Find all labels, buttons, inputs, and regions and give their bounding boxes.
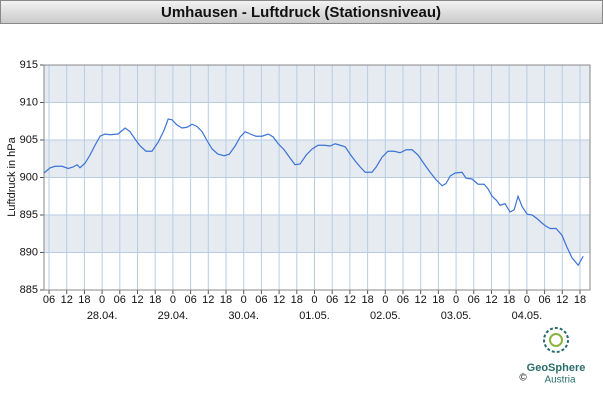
date-label: 04.05. bbox=[512, 310, 543, 322]
y-tick-label: 895 bbox=[20, 209, 38, 221]
y-axis-label: Luftdruck in hPa bbox=[6, 136, 18, 216]
x-tick-label: 06 bbox=[184, 294, 196, 306]
x-tick-label: 18 bbox=[503, 294, 515, 306]
x-tick-label: 06 bbox=[538, 294, 550, 306]
x-tick-label: 18 bbox=[361, 294, 373, 306]
date-label: 03.05. bbox=[441, 310, 472, 322]
date-label: 28.04. bbox=[87, 310, 118, 322]
x-tick-label: 0 bbox=[311, 294, 317, 306]
x-tick-label: 12 bbox=[61, 294, 73, 306]
x-tick-label: 18 bbox=[432, 294, 444, 306]
x-tick-label: 12 bbox=[415, 294, 427, 306]
x-tick-label: 0 bbox=[99, 294, 105, 306]
date-label: 01.05. bbox=[299, 310, 330, 322]
logo-icon bbox=[549, 333, 563, 347]
x-tick-label: 0 bbox=[382, 294, 388, 306]
chart-title: Umhausen - Luftdruck (Stationsniveau) bbox=[161, 4, 441, 21]
x-tick-label: 0 bbox=[524, 294, 530, 306]
x-tick-label: 12 bbox=[344, 294, 356, 306]
logo-name: GeoSphere bbox=[527, 362, 586, 374]
logo-sub: Austria bbox=[544, 375, 576, 386]
x-tick-label: 12 bbox=[202, 294, 214, 306]
y-tick-label: 905 bbox=[20, 134, 38, 146]
x-tick-label: 0 bbox=[170, 294, 176, 306]
x-tick-label: 12 bbox=[273, 294, 285, 306]
x-tick-label: 06 bbox=[326, 294, 338, 306]
x-tick-label: 18 bbox=[291, 294, 303, 306]
x-tick-label: 18 bbox=[574, 294, 586, 306]
y-tick-label: 915 bbox=[20, 59, 38, 71]
x-tick-label: 12 bbox=[485, 294, 497, 306]
x-tick-label: 18 bbox=[220, 294, 232, 306]
date-label: 02.05. bbox=[370, 310, 401, 322]
x-tick-label: 06 bbox=[397, 294, 409, 306]
x-tick-label: 0 bbox=[241, 294, 247, 306]
plot-border bbox=[43, 64, 591, 291]
y-tick-label: 885 bbox=[20, 284, 38, 296]
logo: GeoSphere Austria © bbox=[519, 327, 586, 386]
data-line bbox=[43, 118, 584, 267]
plot-band bbox=[44, 215, 590, 253]
date-label: 30.04. bbox=[228, 310, 259, 322]
x-tick-label: 06 bbox=[468, 294, 480, 306]
x-tick-label: 06 bbox=[255, 294, 267, 306]
y-tick-label: 910 bbox=[20, 96, 38, 108]
date-label: 29.04. bbox=[158, 310, 189, 322]
x-tick-label: 18 bbox=[78, 294, 90, 306]
plot-band bbox=[44, 65, 590, 103]
y-tick-label: 900 bbox=[20, 171, 38, 183]
logo-icon bbox=[543, 327, 569, 353]
copyright: © bbox=[519, 373, 527, 384]
x-tick-label: 06 bbox=[114, 294, 126, 306]
x-tick-label: 06 bbox=[43, 294, 55, 306]
x-tick-label: 0 bbox=[453, 294, 459, 306]
x-tick-label: 12 bbox=[556, 294, 568, 306]
y-tick-label: 890 bbox=[20, 246, 38, 258]
x-tick-label: 18 bbox=[149, 294, 161, 306]
x-tick-label: 12 bbox=[131, 294, 143, 306]
